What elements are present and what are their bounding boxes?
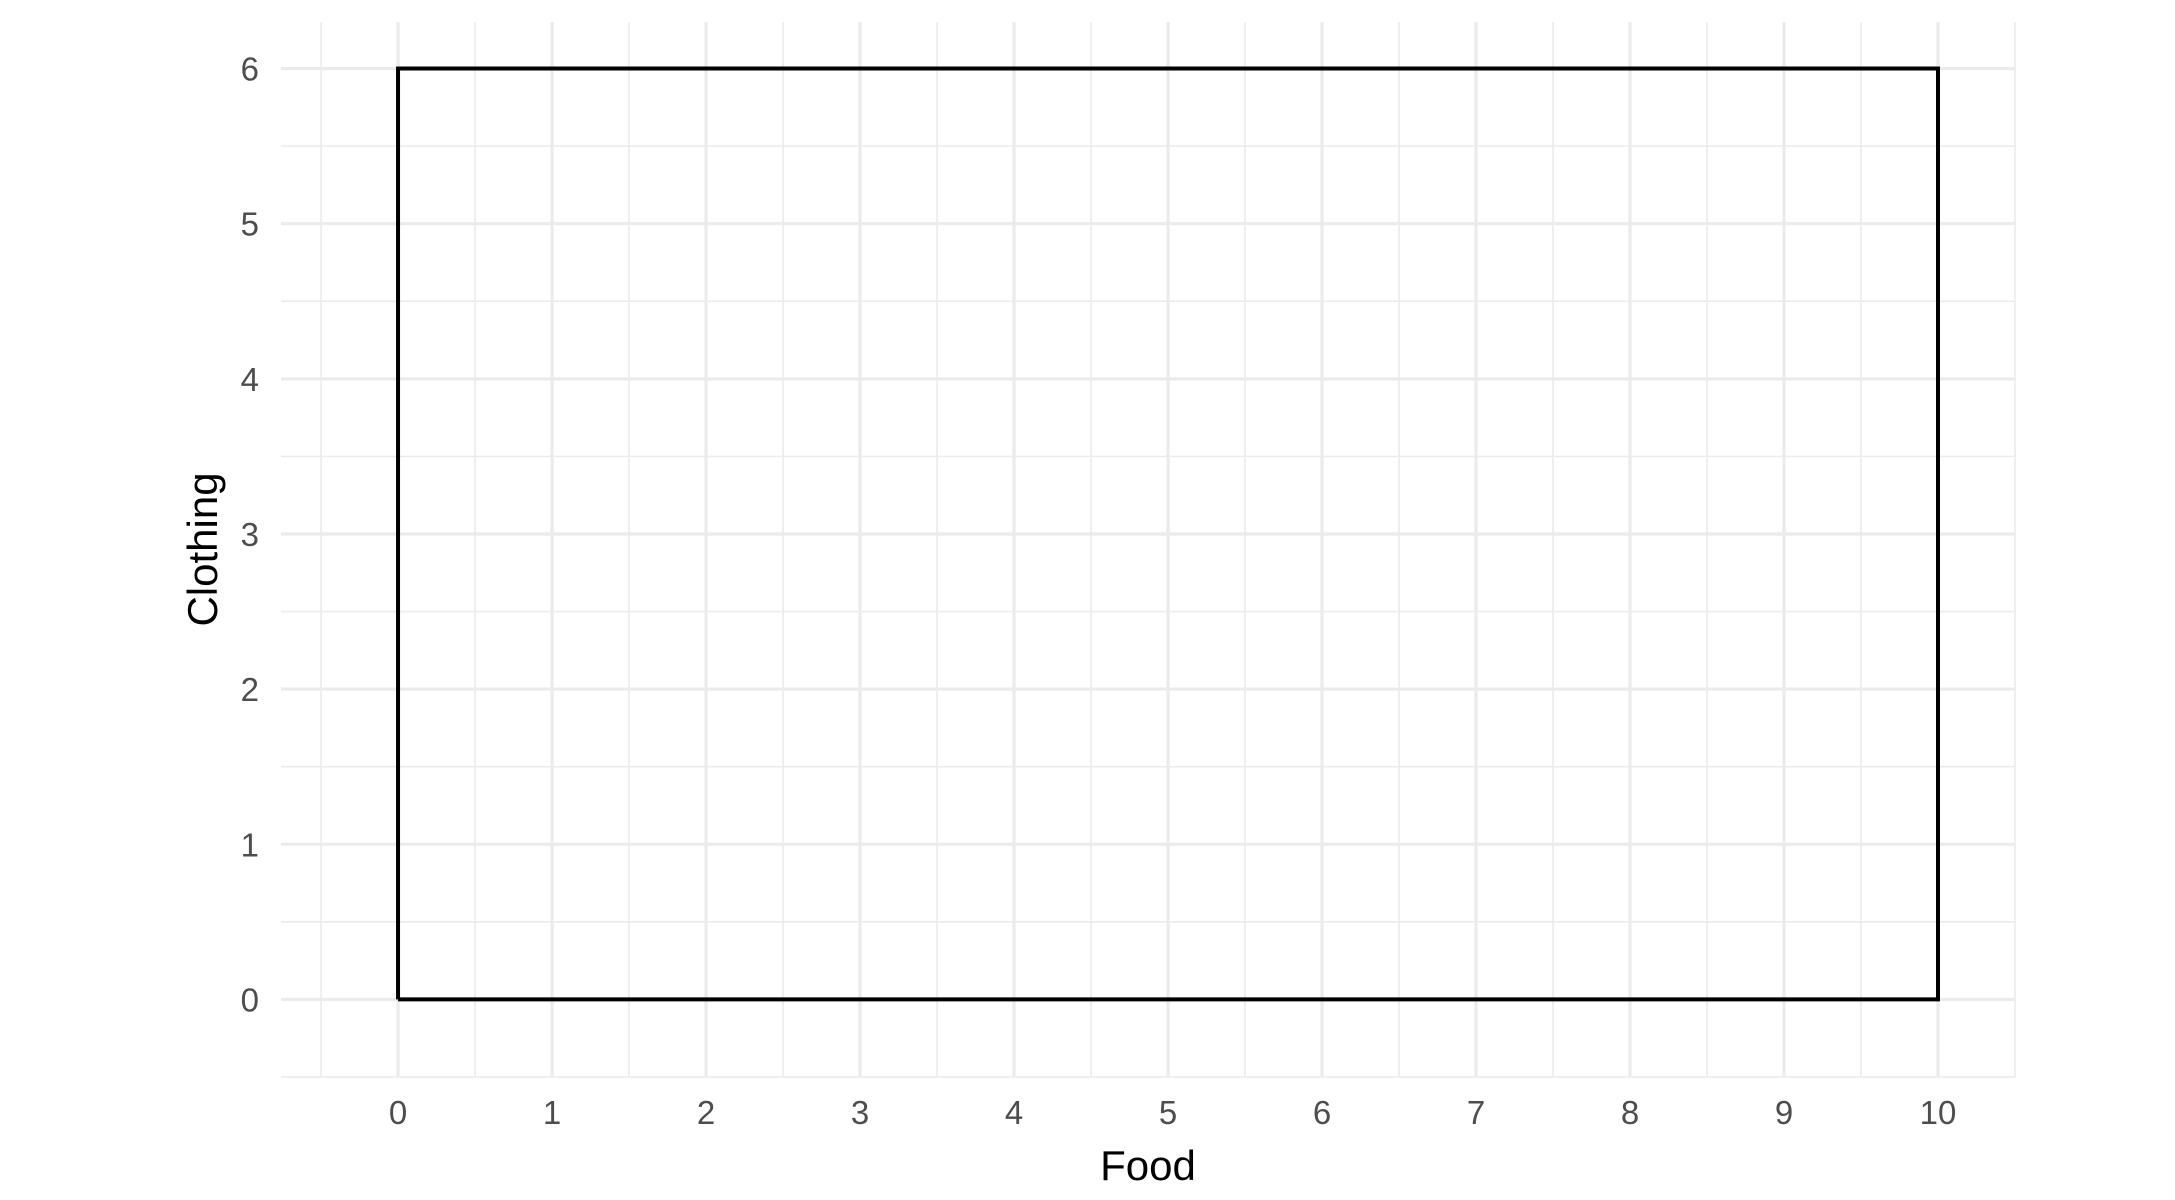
y-tick-label: 0 xyxy=(241,981,259,1018)
x-tick-label: 7 xyxy=(1467,1094,1485,1131)
x-tick-label: 4 xyxy=(1005,1094,1023,1131)
series-line xyxy=(396,66,1941,1002)
y-tick-label: 2 xyxy=(241,671,259,708)
x-tick-label: 9 xyxy=(1775,1094,1793,1131)
x-tick-label: 5 xyxy=(1159,1094,1177,1131)
x-axis-title: Food xyxy=(1100,1142,1196,1189)
y-tick-label: 4 xyxy=(241,361,259,398)
y-tick-label: 1 xyxy=(241,826,259,863)
y-tick-label: 5 xyxy=(241,206,259,243)
x-tick-label: 1 xyxy=(543,1094,561,1131)
x-tick-label: 3 xyxy=(851,1094,869,1131)
y-tick-label: 6 xyxy=(241,51,259,88)
y-tick-label: 3 xyxy=(241,516,259,553)
x-tick-label: 8 xyxy=(1621,1094,1639,1131)
x-axis-ticks: 0 1 2 3 4 5 6 7 8 9 10 xyxy=(389,1094,1957,1131)
x-tick-label: 6 xyxy=(1313,1094,1331,1131)
y-axis-title: Clothing xyxy=(179,472,226,626)
y-axis-ticks: 0 1 2 3 4 5 6 xyxy=(241,51,259,1019)
x-tick-label: 0 xyxy=(389,1094,407,1131)
x-tick-label: 2 xyxy=(697,1094,715,1131)
series-layer xyxy=(396,66,1941,1002)
x-tick-label: 10 xyxy=(1920,1094,1957,1131)
